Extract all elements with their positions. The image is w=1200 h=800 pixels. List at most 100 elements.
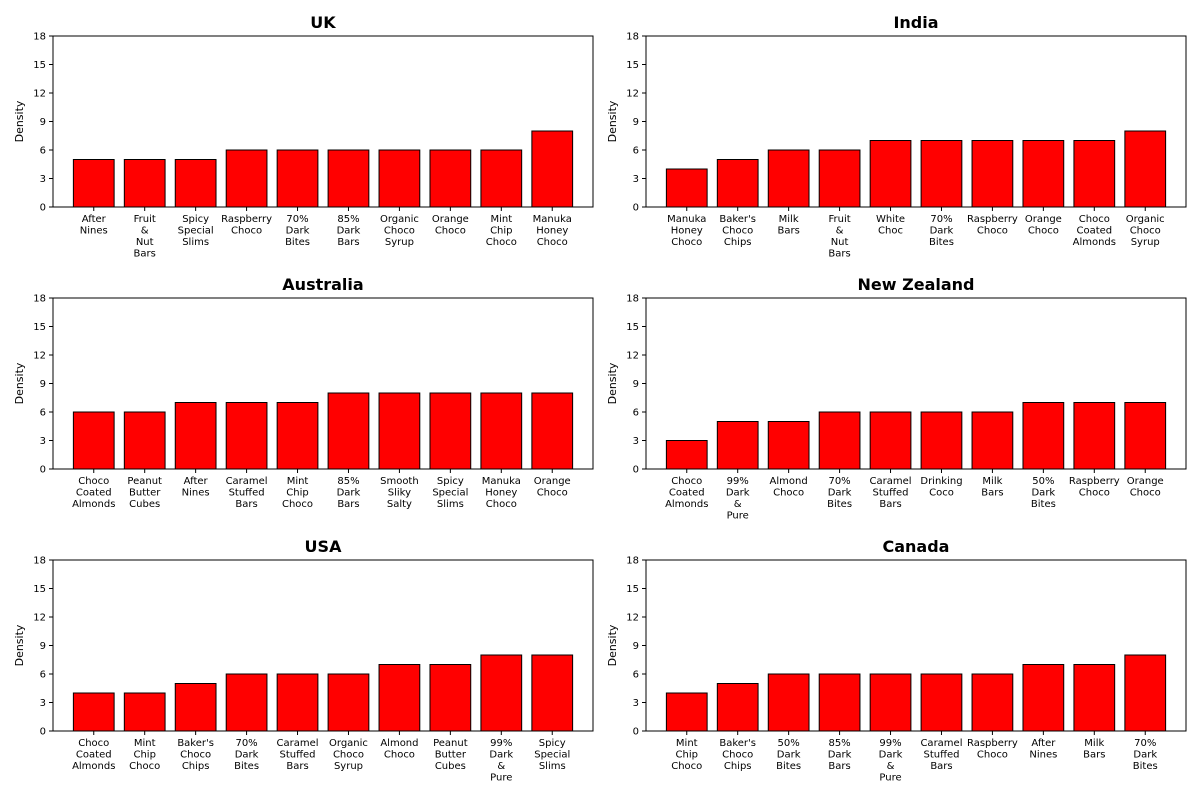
x-tick-label: Raspberry Choco (967, 738, 1018, 761)
chart-panel: Australia Density 0 3 6 9 12 15 18 Choco Coated Alm… (13, 275, 594, 510)
x-tick-label: 70% Dark Bites (285, 214, 310, 248)
bar (531, 130, 574, 208)
chart-title: USA (305, 537, 343, 556)
chart-panel: India Density 0 3 6 9 12 15 18 Manuka Honey Choco Ba… (606, 13, 1187, 260)
bar (767, 149, 810, 208)
y-tick-label: 18 (626, 32, 639, 43)
x-tick-label: Caramel Stuffed Bars (277, 738, 319, 772)
bar (480, 149, 523, 208)
x-tick-label: Orange Choco (534, 476, 571, 499)
bar (174, 402, 217, 470)
x-tick-label: Caramel Stuffed Bars (226, 476, 268, 510)
y-tick-label: 12 (626, 89, 639, 100)
x-tick-label: After Nines (182, 476, 210, 499)
x-tick-label: After Nines (80, 214, 108, 237)
y-tick-label: 9 (633, 641, 639, 652)
bar (971, 140, 1014, 208)
y-tick-label: 15 (33, 322, 46, 333)
bar (276, 149, 319, 208)
y-tick-label: 6 (633, 670, 639, 681)
chart-title: Canada (883, 537, 950, 556)
bar (123, 411, 166, 470)
x-tick-label: 99% Dark & Pure (726, 476, 750, 522)
bar (276, 402, 319, 470)
y-tick-label: 15 (626, 322, 639, 333)
x-tick-label: Orange Choco (432, 214, 469, 237)
x-tick-label: Baker's Choco Chips (719, 214, 756, 248)
y-tick-label: 0 (40, 465, 46, 476)
bar (869, 673, 912, 732)
y-tick-label: 12 (626, 351, 639, 362)
x-tick-label: 85% Dark Bars (337, 476, 361, 510)
x-tick-label: Mint Chip Choco (671, 738, 702, 772)
y-tick-label: 0 (40, 727, 46, 738)
y-tick-label: 18 (33, 294, 46, 305)
x-tick-label: Baker's Choco Chips (719, 738, 756, 772)
x-tick-label: Choco Coated Almonds (1073, 214, 1116, 248)
y-tick-label: 0 (633, 727, 639, 738)
y-tick-label: 6 (40, 670, 46, 681)
chart-panel: USA Density 0 3 6 9 12 15 18 Choco Coated Almonds Mi… (13, 537, 594, 784)
bar (1022, 664, 1065, 732)
chart-title: New Zealand (858, 275, 975, 294)
chart-title: Australia (282, 275, 363, 294)
bar (72, 159, 115, 208)
x-tick-label: Spicy Special Slims (534, 738, 570, 772)
y-tick-label: 6 (40, 408, 46, 419)
bar (920, 673, 963, 732)
x-tick-label: Smooth Sliky Salty (380, 476, 419, 510)
bar (174, 159, 217, 208)
bar (716, 159, 759, 208)
x-tick-label: Peanut Butter Cubes (433, 738, 468, 772)
y-tick-label: 18 (626, 294, 639, 305)
plot-frame (645, 559, 1187, 732)
x-tick-label: 70% Dark Bites (929, 214, 954, 248)
y-axis-label: Density (606, 362, 619, 404)
chart-title: UK (310, 13, 336, 32)
y-tick-label: 6 (40, 146, 46, 157)
y-tick-label: 3 (40, 174, 46, 185)
y-tick-label: 0 (40, 203, 46, 214)
x-tick-label: Fruit & Nut Bars (828, 214, 850, 260)
bar (72, 692, 115, 732)
y-tick-label: 9 (633, 379, 639, 390)
x-tick-label: Peanut Butter Cubes (127, 476, 162, 510)
bar (1124, 654, 1167, 732)
y-tick-label: 3 (633, 698, 639, 709)
plot-frame (52, 559, 594, 732)
x-tick-label: Almond Choco (380, 738, 418, 761)
x-tick-label: Fruit & Nut Bars (134, 214, 156, 260)
x-tick-label: 70% Dark Bites (1133, 738, 1158, 772)
x-tick-label: Manuka Honey Choco (667, 214, 706, 248)
bar (429, 149, 472, 208)
x-tick-label: 50% Dark Bites (1031, 476, 1056, 510)
x-tick-label: Milk Bars (981, 476, 1003, 499)
y-tick-label: 9 (40, 379, 46, 390)
y-axis-label: Density (606, 100, 619, 142)
x-tick-label: Almond Choco (770, 476, 808, 499)
x-tick-label: 50% Dark Bites (776, 738, 801, 772)
bar (1124, 402, 1167, 470)
bar (531, 654, 574, 732)
y-axis-label: Density (606, 624, 619, 666)
x-tick-label: Spicy Special Slims (432, 476, 468, 510)
y-tick-label: 12 (33, 89, 46, 100)
x-tick-label: Caramel Stuffed Bars (920, 738, 962, 772)
x-tick-label: Manuka Honey Choco (482, 476, 521, 510)
x-tick-label: Milk Bars (1083, 738, 1105, 761)
x-tick-label: 99% Dark & Pure (879, 738, 903, 784)
bar (123, 159, 166, 208)
y-tick-label: 3 (633, 436, 639, 447)
y-tick-label: 9 (40, 117, 46, 128)
bar (869, 411, 912, 470)
y-tick-label: 0 (633, 465, 639, 476)
x-tick-label: Organic Choco Syrup (329, 738, 368, 772)
bar (174, 683, 217, 732)
plot-frame (645, 297, 1187, 470)
y-tick-label: 12 (626, 613, 639, 624)
bar (767, 673, 810, 732)
y-tick-label: 9 (40, 641, 46, 652)
bar (72, 411, 115, 470)
chart-panel: New Zealand Density 0 3 6 9 12 15 18 Choco Coated A… (606, 275, 1187, 522)
